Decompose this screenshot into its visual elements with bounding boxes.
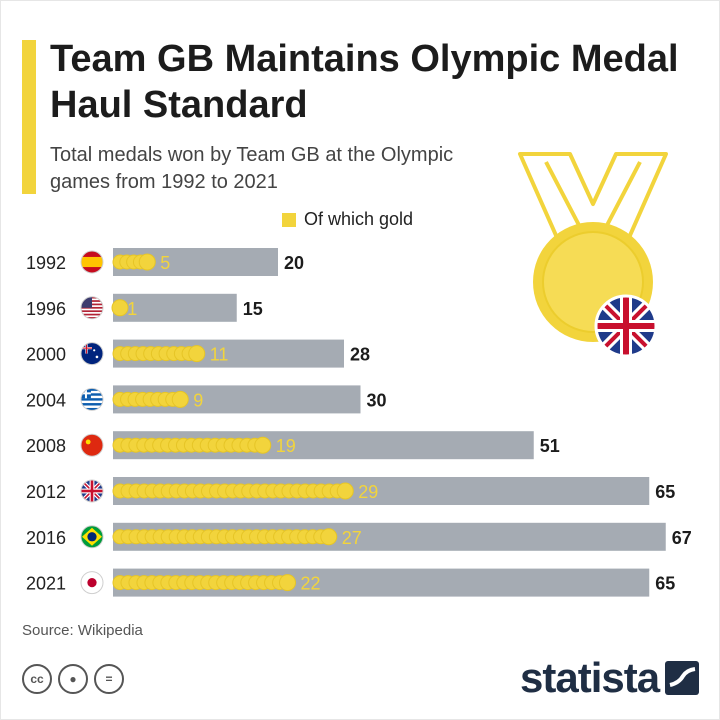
year-label: 2004	[26, 390, 66, 410]
gold-medals-bar	[111, 299, 129, 317]
bar-row-2021: 2021 22 65	[26, 568, 675, 597]
bar-row-2016: 2016 27 67	[26, 522, 692, 551]
australia-flag-icon	[80, 342, 104, 366]
gold-medal-dot	[336, 482, 354, 500]
source-note: Source: Wikipedia	[22, 622, 143, 639]
year-label: 2021	[26, 574, 66, 594]
gold-value-label: 29	[358, 482, 378, 502]
gold-value-label: 11	[210, 345, 229, 365]
gold-medal-dot	[279, 574, 296, 592]
gold-medals-bar	[112, 390, 189, 408]
legend-label: Of which gold	[304, 209, 414, 229]
greece-flag-icon	[80, 387, 104, 411]
statista-logo[interactable]: statista	[520, 654, 700, 702]
gold-value-label: 19	[276, 436, 296, 456]
total-bar	[113, 293, 237, 322]
brazil-flag-icon	[80, 525, 104, 549]
no-derivatives-icon[interactable]: =	[94, 664, 124, 694]
gold-medal-dot	[138, 253, 156, 271]
spain-flag-icon	[80, 250, 104, 274]
bar-chart: 1992 5 20 1996 1 15 2000 11 28 2004 9 30 2008 19 51 201…	[26, 248, 692, 597]
year-label: 2000	[26, 345, 66, 365]
gold-value-label: 22	[301, 574, 321, 594]
china-flag-icon	[80, 433, 104, 457]
gold-medals-bar	[112, 345, 206, 363]
bar-row-2008: 2008 19 51	[26, 431, 560, 460]
total-value-label: 30	[367, 390, 387, 410]
year-label: 1992	[26, 253, 66, 273]
gold-medal-dot	[188, 345, 206, 363]
total-value-label: 65	[655, 482, 675, 502]
statista-mark-icon	[665, 661, 700, 695]
total-value-label: 67	[672, 528, 692, 548]
total-value-label: 51	[540, 436, 560, 456]
year-label: 2012	[26, 482, 66, 502]
bar-row-1992: 1992 5 20	[26, 248, 304, 276]
bar-row-2012: 2012 29 65	[26, 477, 675, 505]
license-icons: cc ● =	[22, 664, 124, 694]
bar-row-2000: 2000 11 28	[26, 339, 370, 368]
gold-medals-bar	[112, 436, 272, 454]
total-value-label: 65	[655, 574, 675, 594]
gold-medals-bar	[112, 253, 156, 271]
japan-flag-icon	[80, 571, 104, 595]
uk-flag-badge-icon	[594, 294, 658, 358]
legend: Of which gold	[282, 209, 413, 230]
year-label: 2008	[26, 436, 66, 456]
gold-value-label: 9	[193, 390, 203, 410]
total-value-label: 15	[243, 299, 263, 319]
brand-name: statista	[520, 654, 660, 701]
bar-row-2004: 2004 9 30	[26, 385, 387, 414]
gold-value-label: 27	[342, 528, 362, 548]
chart-title: Team GB Maintains Olympic Medal Haul Sta…	[50, 38, 679, 126]
uk-flag-icon	[80, 479, 104, 503]
gold-medal-dot	[320, 528, 338, 546]
bar-row-1996: 1996 1 15	[26, 293, 263, 322]
gold-medals-bar	[112, 574, 296, 592]
total-value-label: 28	[350, 345, 370, 365]
creative-commons-icon[interactable]: cc	[22, 664, 52, 694]
year-label: 2016	[26, 528, 66, 548]
chart-subtitle: Total medals won by Team GB at the Olymp…	[50, 144, 454, 193]
total-value-label: 20	[284, 253, 304, 273]
gold-medals-bar	[112, 528, 338, 546]
gold-value-label: 5	[160, 253, 170, 273]
legend-swatch-gold	[282, 212, 296, 227]
gold-medal-dot	[111, 299, 129, 317]
gold-medals-bar	[112, 482, 354, 500]
gold-value-label: 1	[127, 299, 137, 319]
year-label: 1996	[26, 299, 66, 319]
attribution-icon[interactable]: ●	[58, 664, 88, 694]
gold-medal-dot	[171, 390, 189, 408]
usa-flag-icon	[80, 296, 104, 320]
gold-medal-dot	[254, 436, 272, 454]
title-accent-bar	[22, 40, 36, 194]
gold-medal-icon	[518, 152, 668, 358]
